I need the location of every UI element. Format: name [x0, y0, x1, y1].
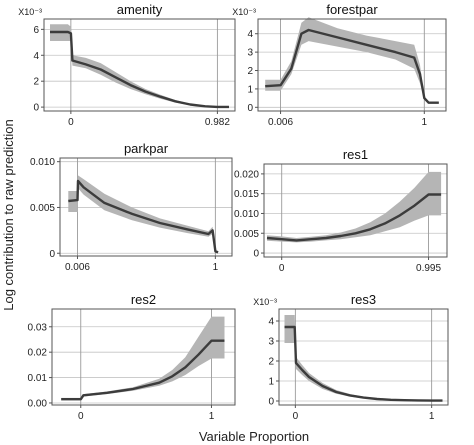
x-tick-label: 1 — [209, 411, 215, 422]
panel-title: amenity — [117, 2, 163, 17]
series-line — [266, 193, 442, 242]
y-axis-label: Log contribution to raw prediction — [1, 119, 16, 311]
confidence-band — [265, 17, 439, 104]
x-tick-label: 0.982 — [205, 117, 230, 128]
panel-title: res3 — [351, 292, 376, 307]
x-tick-label: 0.006 — [268, 117, 293, 128]
panel-amenity: 0 2 4 6 0 0.982 amenity X10⁻³ — [18, 2, 236, 128]
y-tick-label: 0.03 — [28, 322, 48, 333]
y-tick-label: 1 — [268, 377, 274, 388]
y-tick-label: 6 — [33, 25, 39, 36]
series-line — [68, 179, 219, 254]
panel-title: parkpar — [124, 141, 169, 156]
y-tick-label: 0.015 — [234, 189, 259, 200]
y-tick-label: 0.00 — [28, 398, 48, 409]
y-tick-label: 4 — [247, 29, 253, 40]
x-axis-label: Variable Proportion — [199, 429, 309, 444]
x-tick-label: 1 — [429, 411, 435, 422]
x-tick-label: 0.995 — [416, 263, 441, 274]
y-tick-label: 0 — [268, 397, 274, 408]
y-tick-label: 2 — [268, 357, 274, 368]
y-tick-label: 0 — [247, 103, 253, 114]
panel-res2: 0.00 0.01 0.02 0.03 0 1 res2 — [28, 292, 236, 422]
plot-frame — [278, 308, 449, 406]
confidence-band — [284, 315, 443, 401]
y-tick-label: 0 — [49, 249, 55, 260]
y-tick-label: 3 — [247, 48, 253, 59]
y-tick-label: 3 — [268, 337, 274, 348]
axis-multiplier: X10⁻³ — [18, 7, 42, 17]
series-line — [50, 30, 229, 109]
y-tick-label: 4 — [268, 317, 274, 328]
y-tick-label: 0.02 — [28, 348, 48, 359]
panel-title: res1 — [343, 147, 368, 162]
panel-parkpar: 0 0.005 0.010 0.006 1 parkpar — [30, 141, 233, 273]
axis-multiplier: X10⁻³ — [253, 297, 277, 307]
y-tick-label: 0.005 — [30, 203, 55, 214]
x-tick-label: 0 — [68, 117, 74, 128]
x-tick-label: 1 — [422, 117, 428, 128]
axis-multiplier: X10⁻³ — [232, 7, 256, 17]
x-tick-label: 0.006 — [65, 262, 90, 273]
x-tick-label: 0 — [293, 411, 299, 422]
y-tick-label: 0.010 — [234, 209, 259, 220]
panel-title: res2 — [131, 292, 156, 307]
plot-frame — [263, 163, 448, 258]
panel-res1: 0 0.005 0.010 0.015 0.020 0 0.995 res1 — [234, 147, 448, 274]
confidence-band — [61, 316, 225, 401]
panel-title: forestpar — [326, 2, 378, 17]
x-tick-label: 1 — [213, 262, 219, 273]
plot-frame — [257, 18, 447, 112]
y-tick-label: 0.01 — [28, 373, 48, 384]
series-line — [265, 28, 439, 104]
plot-frame — [59, 157, 233, 257]
y-tick-label: 4 — [33, 51, 39, 62]
y-tick-label: 0.005 — [234, 229, 259, 240]
panel-res3: 0 1 2 3 4 0 1 res3 X10⁻³ — [253, 292, 449, 422]
plot-frame — [43, 18, 236, 112]
y-tick-label: 2 — [33, 77, 39, 88]
y-tick-label: 0.010 — [30, 157, 55, 168]
confidence-band — [50, 24, 229, 108]
confidence-band — [267, 171, 442, 243]
y-tick-label: 0 — [253, 249, 259, 260]
panel-forestpar: 0 1 2 3 4 0.006 1 forestpar X10⁻³ — [232, 2, 447, 128]
y-tick-label: 1 — [247, 84, 253, 95]
y-tick-label: 0 — [33, 103, 39, 114]
plot-frame — [51, 308, 236, 406]
y-tick-label: 2 — [247, 66, 253, 77]
series-line — [61, 339, 225, 401]
y-tick-label: 0.020 — [234, 169, 259, 180]
x-tick-label: 0 — [279, 263, 285, 274]
x-tick-label: 0 — [78, 411, 84, 422]
series-line — [284, 325, 443, 402]
confidence-band — [68, 175, 219, 253]
